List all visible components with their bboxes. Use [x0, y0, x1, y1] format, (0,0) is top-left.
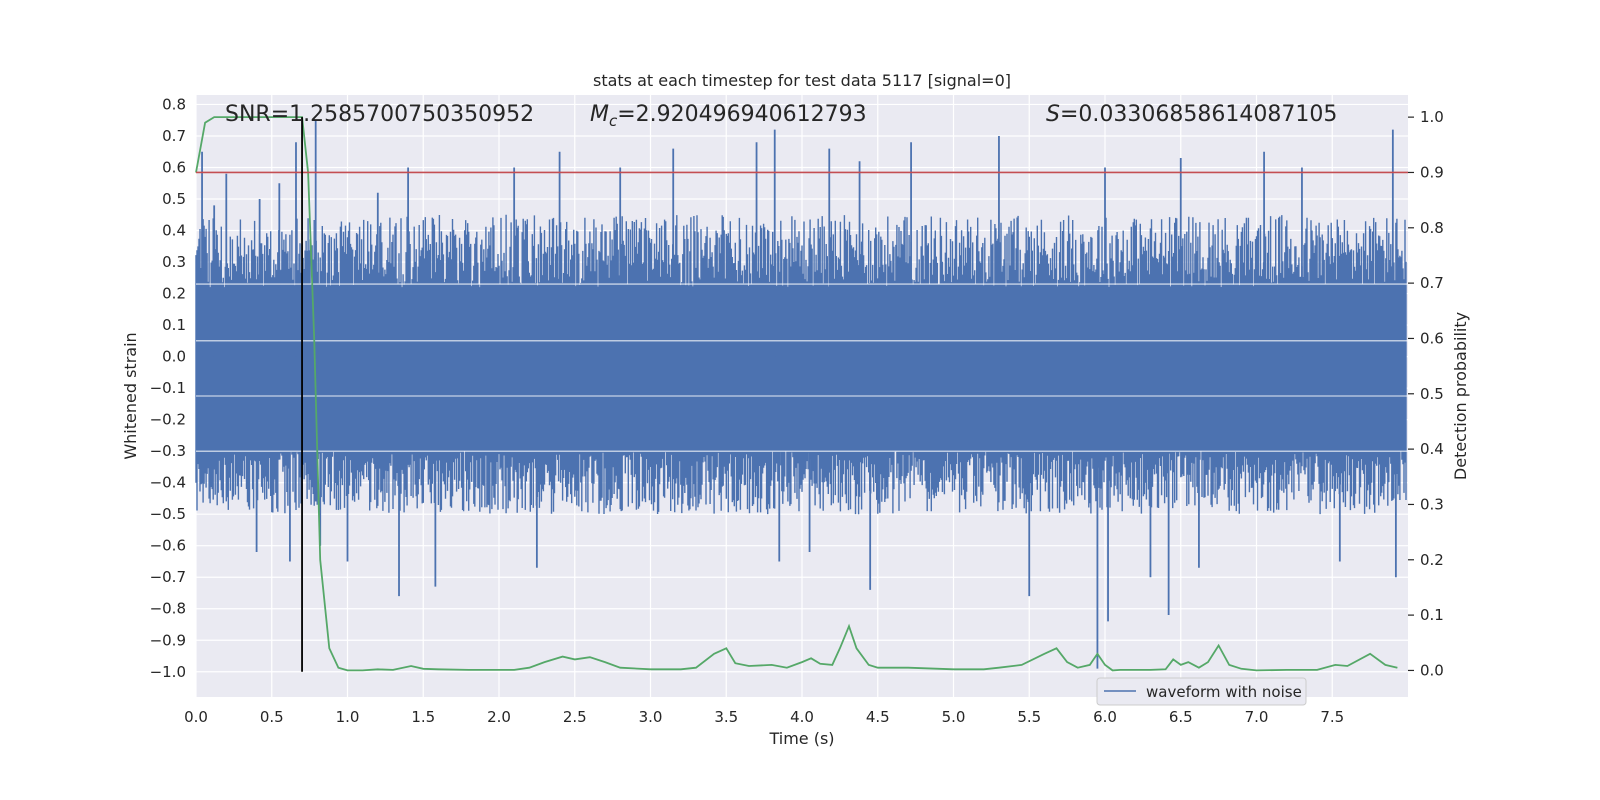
y2-tick-label-0: 1.0: [1420, 108, 1444, 126]
x-tick-label-11: 5.5: [1017, 708, 1041, 726]
legend-label-waveform: waveform with noise: [1146, 683, 1302, 701]
y2-tick-label-4: 0.6: [1420, 329, 1444, 347]
y-tick-label-17: −0.9: [150, 631, 186, 649]
x-tick-label-1: 0.5: [260, 708, 284, 726]
y2-tick-label-2: 0.8: [1420, 219, 1444, 237]
y-tick-label-9: −0.1: [150, 379, 186, 397]
y-tick-label-11: −0.3: [150, 442, 186, 460]
y-tick-label-8: 0.0: [162, 348, 186, 366]
y-tick-label-14: −0.6: [150, 537, 186, 555]
snr-annotation: SNR=1.2585700750350952: [225, 102, 534, 127]
probability-series: [195, 116, 1398, 672]
legend: waveform with noise: [1096, 677, 1307, 706]
mc-value: =2.920496940612793: [617, 102, 866, 127]
y-ticks: 0.8 0.7 0.6 0.5 0.4 0.3 0.2 0.1 0.0 −0.1 −0.2 −0.3 −…: [150, 95, 186, 680]
y2-tick-label-7: 0.3: [1420, 495, 1444, 513]
x-axis-label: Time (s): [768, 729, 834, 748]
y-tick-label-3: 0.5: [162, 190, 186, 208]
y-tick-label-15: −0.7: [150, 568, 186, 586]
waveform-series: [195, 120, 1408, 669]
s-annotation: S=0.03306858614087105: [1046, 102, 1337, 127]
x-tick-label-5: 2.5: [563, 708, 587, 726]
probability-line: [195, 116, 1398, 672]
y-axis-label: Whitened strain: [121, 332, 140, 459]
mc-subscript: c: [609, 112, 618, 130]
x-tick-label-9: 4.5: [866, 708, 890, 726]
y2-ticks: 1.0 0.9 0.8 0.7 0.6 0.5 0.4 0.3 0.2 0.1 0.0: [1408, 108, 1444, 679]
x-tick-label-13: 6.5: [1169, 708, 1193, 726]
chart-title: stats at each timestep for test data 511…: [593, 71, 1011, 90]
y2-tick-label-6: 0.4: [1420, 440, 1444, 458]
x-tick-label-0: 0.0: [184, 708, 208, 726]
s-value: =0.03306858614087105: [1060, 102, 1337, 127]
x-tick-label-8: 4.0: [790, 708, 814, 726]
x-tick-label-3: 1.5: [411, 708, 435, 726]
x-ticks: 0.0 0.5 1.0 1.5 2.0 2.5 3.0 3.5 4.0 4.5 5.0 5.5 6.0 6…: [184, 708, 1344, 726]
y2-axis-label: Detection probability: [1451, 312, 1470, 480]
y2-tick-label-8: 0.2: [1420, 551, 1444, 569]
x-tick-label-6: 3.0: [639, 708, 663, 726]
s-symbol: S: [1046, 102, 1060, 127]
y2-tick-label-10: 0.0: [1420, 661, 1444, 679]
y2-tick-label-1: 0.9: [1420, 163, 1444, 181]
y2-tick-label-9: 0.1: [1420, 606, 1444, 624]
x-tick-label-4: 2.0: [487, 708, 511, 726]
y-tick-label-18: −1.0: [150, 663, 186, 681]
x-tick-label-10: 5.0: [942, 708, 966, 726]
y-tick-label-5: 0.3: [162, 253, 186, 271]
mc-annotation: Mc=2.920496940612793: [590, 102, 867, 130]
y-tick-label-16: −0.8: [150, 600, 186, 618]
y-tick-label-6: 0.2: [162, 285, 186, 303]
y-tick-label-0: 0.8: [162, 95, 186, 113]
y-tick-label-13: −0.5: [150, 505, 186, 523]
y-tick-label-12: −0.4: [150, 474, 186, 492]
legend-box: [1096, 677, 1307, 706]
x-tick-label-15: 7.5: [1320, 708, 1344, 726]
y-tick-label-1: 0.7: [162, 127, 186, 145]
x-tick-label-14: 7.0: [1245, 708, 1269, 726]
x-tick-label-2: 1.0: [336, 708, 360, 726]
y2-tick-label-5: 0.5: [1420, 385, 1444, 403]
y-tick-label-4: 0.4: [162, 222, 186, 240]
y2-tick-label-3: 0.7: [1420, 274, 1444, 292]
mc-symbol: M: [590, 102, 609, 127]
y-tick-label-7: 0.1: [162, 316, 186, 334]
y-tick-label-2: 0.6: [162, 158, 186, 176]
x-tick-label-7: 3.5: [714, 708, 738, 726]
y-tick-label-10: −0.2: [150, 411, 186, 429]
x-tick-label-12: 6.0: [1093, 708, 1117, 726]
waveform-core-band: [196, 287, 1407, 452]
